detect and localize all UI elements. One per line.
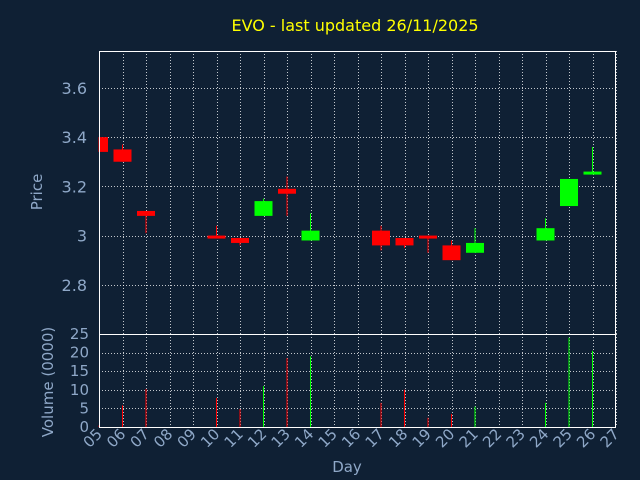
volume-tick-label: 20 (70, 344, 89, 362)
volume-tick-label: 5 (79, 399, 89, 417)
candle-body (372, 230, 390, 246)
volume-tick-label: 25 (70, 325, 89, 343)
candle-body (560, 178, 578, 207)
axes-frame (99, 51, 616, 428)
candlestick (113, 144, 132, 162)
price-tick-label: 3.2 (62, 177, 87, 196)
candle-body (419, 235, 437, 239)
candlestick (98, 137, 108, 152)
candle-body (442, 245, 461, 261)
candle-body (301, 230, 320, 241)
price-tick-label: 3.6 (62, 79, 87, 98)
candlestick (583, 146, 602, 175)
candle-body (536, 228, 555, 241)
candlestick (372, 225, 390, 251)
candle-body (254, 201, 273, 216)
candlestick (231, 238, 249, 246)
price-axis-label: Price (28, 174, 46, 211)
candlestick (278, 176, 296, 216)
candlestick (137, 210, 155, 234)
candlestick (536, 218, 555, 241)
candle-body (113, 149, 132, 162)
volume-axis-label: Volume (0000) (39, 327, 57, 437)
candlestick (466, 228, 484, 253)
candlestick (419, 235, 437, 253)
candlestick (442, 240, 461, 261)
x-axis-label: Day (332, 458, 362, 476)
candle-body (231, 238, 249, 243)
candle-body (278, 188, 296, 194)
x-tick-labels: 0506070809101112131415161718192021222324… (80, 425, 623, 451)
candle-body (466, 242, 484, 253)
price-tick-label: 3.4 (62, 128, 87, 147)
candlestick (254, 198, 273, 216)
candle-body (395, 238, 414, 246)
candlestick (301, 213, 320, 241)
candle-body (99, 137, 108, 152)
candle-body (583, 171, 602, 175)
volume-tick-label: 0 (79, 418, 89, 436)
candlestick (395, 238, 414, 248)
volume-panel-frame (99, 334, 616, 428)
candlestick (207, 225, 226, 239)
chart-title: EVO - last updated 26/11/2025 (231, 16, 478, 35)
volume-tick-label: 15 (70, 362, 89, 380)
candle-body (207, 235, 226, 239)
candlestick (560, 178, 578, 207)
volume-bars (98, 337, 593, 427)
price-tick-label: 3 (77, 227, 87, 246)
volume-tick-label: 10 (70, 381, 89, 399)
candle-body (137, 210, 155, 216)
price-tick-label: 2.8 (62, 276, 87, 295)
